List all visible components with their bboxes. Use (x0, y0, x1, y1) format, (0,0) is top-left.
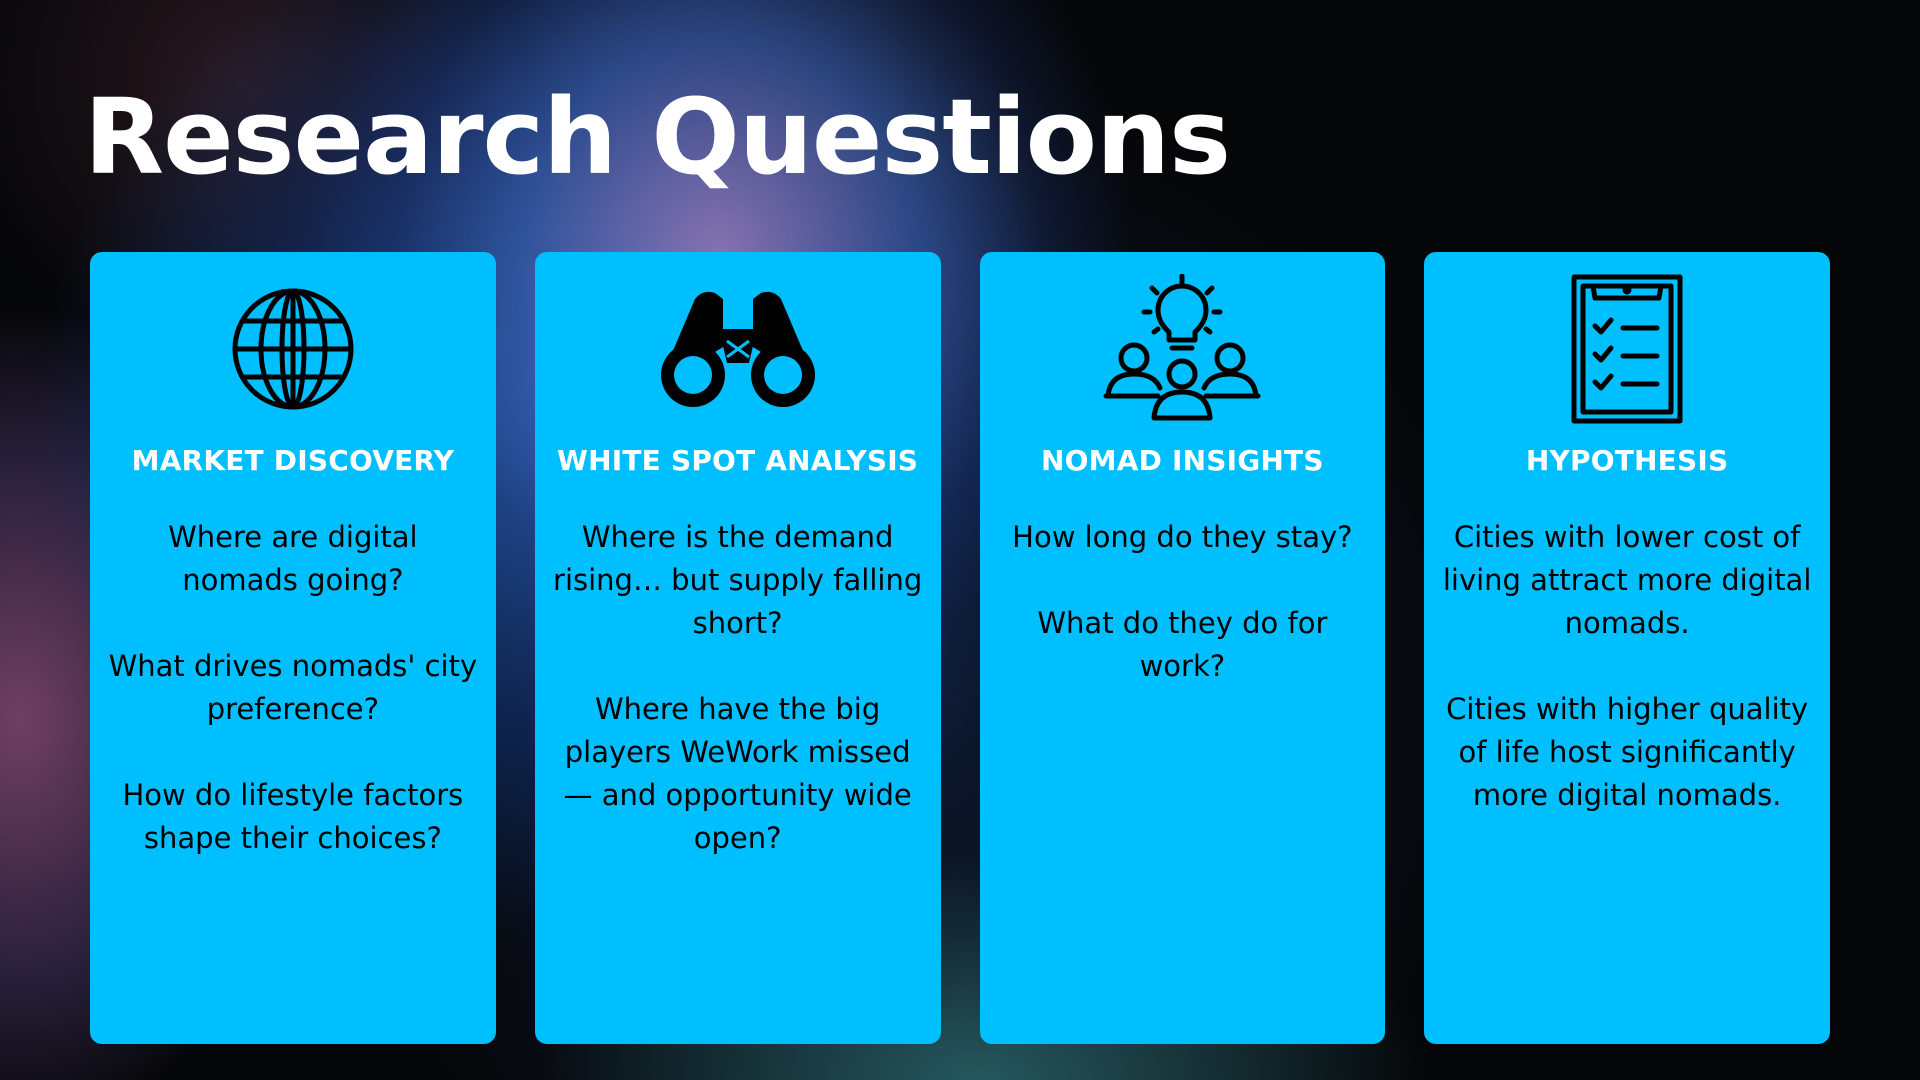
card-market-discovery: MARKET DISCOVERY Where are digital nomad… (90, 252, 496, 1044)
clipboard-checklist-icon (1527, 274, 1727, 424)
card-white-spot-analysis: WHITE SPOT ANALYSIS Where is the demand … (534, 252, 941, 1044)
card-questions: Where is the demand rising… but supply f… (553, 516, 923, 860)
card-heading: MARKET DISCOVERY (131, 444, 455, 477)
research-cards: MARKET DISCOVERY Where are digital nomad… (90, 252, 1830, 1044)
card-question: Cities with higher quality of life host … (1446, 691, 1809, 812)
people-idea-icon (1082, 274, 1282, 424)
card-question: How do lifestyle factors shape their cho… (122, 777, 464, 855)
card-question: Cities with lower cost of living attract… (1442, 519, 1812, 640)
card-question: What drives nomads' city preference? (108, 648, 478, 726)
card-heading: HYPOTHESIS (1525, 444, 1729, 477)
card-questions: Cities with lower cost of living attract… (1442, 516, 1812, 817)
slide-title: Research Questions (84, 76, 1231, 198)
card-question: Where are digital nomads going? (168, 519, 418, 597)
card-questions: How long do they stay? What do they do f… (998, 516, 1368, 688)
globe-icon (193, 274, 393, 424)
binoculars-icon (638, 274, 838, 424)
card-heading: WHITE SPOT ANALYSIS (557, 444, 919, 477)
card-heading: NOMAD INSIGHTS (1041, 444, 1324, 477)
card-hypothesis: HYPOTHESIS Cities with lower cost of liv… (1424, 252, 1830, 1044)
card-nomad-insights: NOMAD INSIGHTS How long do they stay? Wh… (979, 252, 1386, 1044)
card-question: What do they do for work? (1037, 605, 1328, 683)
card-questions: Where are digital nomads going? What dri… (108, 516, 478, 860)
card-question: Where have the big players WeWork missed… (563, 691, 912, 855)
card-question: Where is the demand rising… but supply f… (553, 519, 923, 640)
card-question: How long do they stay? (1012, 519, 1353, 554)
